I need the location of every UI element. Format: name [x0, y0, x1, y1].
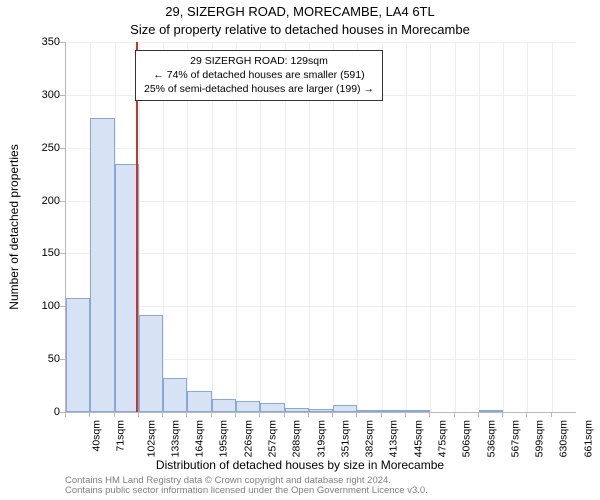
x-tick-mark — [259, 412, 260, 417]
y-tick-label: 100 — [25, 300, 60, 312]
x-tick-mark — [526, 412, 527, 417]
gridline-h — [66, 148, 576, 149]
gridline-h — [66, 201, 576, 202]
annotation-line-1: 29 SIZERGH ROAD: 129sqm — [144, 54, 374, 68]
x-tick-label: 475sqm — [436, 420, 448, 457]
x-tick-mark — [308, 412, 309, 417]
x-tick-label: 319sqm — [315, 420, 327, 457]
x-tick-label: 288sqm — [291, 420, 303, 457]
histogram-bar — [357, 410, 381, 412]
x-tick-mark — [454, 412, 455, 417]
x-tick-label: 226sqm — [242, 420, 254, 457]
y-tick-mark — [60, 359, 65, 360]
histogram-bar — [163, 378, 187, 412]
gridline-v — [406, 42, 407, 412]
x-tick-mark — [405, 412, 406, 417]
x-tick-mark — [89, 412, 90, 417]
y-tick-label: 350 — [25, 36, 60, 48]
histogram-bar — [479, 410, 503, 412]
title-line-2: Size of property relative to detached ho… — [0, 22, 600, 37]
x-tick-mark — [211, 412, 212, 417]
chart-container: { "header": { "line1": "29, SIZERGH ROAD… — [0, 0, 600, 500]
x-tick-mark — [356, 412, 357, 417]
y-tick-mark — [60, 306, 65, 307]
x-tick-label: 195sqm — [218, 420, 230, 457]
histogram-bar — [406, 410, 430, 412]
x-tick-mark — [235, 412, 236, 417]
x-tick-mark — [138, 412, 139, 417]
gridline-v — [430, 42, 431, 412]
x-tick-label: 257sqm — [266, 420, 278, 457]
histogram-bar — [333, 405, 357, 412]
x-tick-label: 351sqm — [339, 420, 351, 457]
histogram-bar — [212, 399, 236, 412]
histogram-bar — [285, 408, 309, 412]
y-tick-label: 250 — [25, 142, 60, 154]
x-tick-label: 71sqm — [115, 420, 127, 452]
footer-attribution: Contains HM Land Registry data © Crown c… — [65, 476, 428, 497]
x-tick-label: 506sqm — [461, 420, 473, 457]
x-tick-mark — [429, 412, 430, 417]
histogram-bar — [90, 118, 114, 412]
annotation-line-3: 25% of semi-detached houses are larger (… — [144, 82, 374, 96]
histogram-bar — [139, 315, 163, 412]
histogram-bar — [187, 391, 211, 412]
y-axis-label: Number of detached properties — [7, 144, 21, 309]
x-tick-label: 102sqm — [145, 420, 157, 457]
y-tick-mark — [60, 42, 65, 43]
x-tick-label: 599sqm — [534, 420, 546, 457]
x-tick-mark — [114, 412, 115, 417]
gridline-v — [479, 42, 480, 412]
x-tick-label: 661sqm — [582, 420, 594, 457]
gridline-h — [66, 306, 576, 307]
x-tick-label: 40sqm — [91, 420, 103, 452]
x-tick-label: 382sqm — [364, 420, 376, 457]
x-tick-mark — [162, 412, 163, 417]
gridline-v — [455, 42, 456, 412]
x-tick-mark — [478, 412, 479, 417]
x-tick-label: 133sqm — [169, 420, 181, 457]
title-line-1: 29, SIZERGH ROAD, MORECAMBE, LA4 6TL — [0, 4, 600, 19]
annotation-box: 29 SIZERGH ROAD: 129sqm← 74% of detached… — [135, 50, 383, 101]
histogram-bar — [309, 409, 333, 412]
x-tick-label: 630sqm — [558, 420, 570, 457]
footer-line-2: Contains public sector information licen… — [65, 486, 428, 496]
x-tick-label: 445sqm — [412, 420, 424, 457]
gridline-h — [66, 253, 576, 254]
histogram-bar — [382, 410, 406, 412]
y-tick-label: 300 — [25, 89, 60, 101]
annotation-line-2: ← 74% of detached houses are smaller (59… — [144, 68, 374, 82]
y-tick-label: 50 — [25, 353, 60, 365]
x-tick-mark — [65, 412, 66, 417]
histogram-bar — [66, 298, 90, 412]
x-axis-label: Distribution of detached houses by size … — [0, 458, 600, 472]
y-tick-mark — [60, 253, 65, 254]
x-tick-mark — [332, 412, 333, 417]
gridline-h — [66, 42, 576, 43]
x-tick-mark — [186, 412, 187, 417]
histogram-bar — [236, 401, 260, 412]
y-tick-label: 150 — [25, 247, 60, 259]
x-tick-label: 413sqm — [388, 420, 400, 457]
x-tick-mark — [551, 412, 552, 417]
histogram-bar — [260, 403, 284, 413]
y-tick-label: 200 — [25, 195, 60, 207]
y-tick-mark — [60, 201, 65, 202]
gridline-v — [503, 42, 504, 412]
x-tick-label: 536sqm — [485, 420, 497, 457]
x-tick-mark — [381, 412, 382, 417]
x-tick-label: 164sqm — [194, 420, 206, 457]
y-tick-label: 0 — [25, 406, 60, 418]
x-tick-label: 567sqm — [509, 420, 521, 457]
x-tick-mark — [502, 412, 503, 417]
gridline-v — [552, 42, 553, 412]
gridline-v — [527, 42, 528, 412]
x-tick-mark — [284, 412, 285, 417]
y-tick-mark — [60, 95, 65, 96]
y-tick-mark — [60, 148, 65, 149]
